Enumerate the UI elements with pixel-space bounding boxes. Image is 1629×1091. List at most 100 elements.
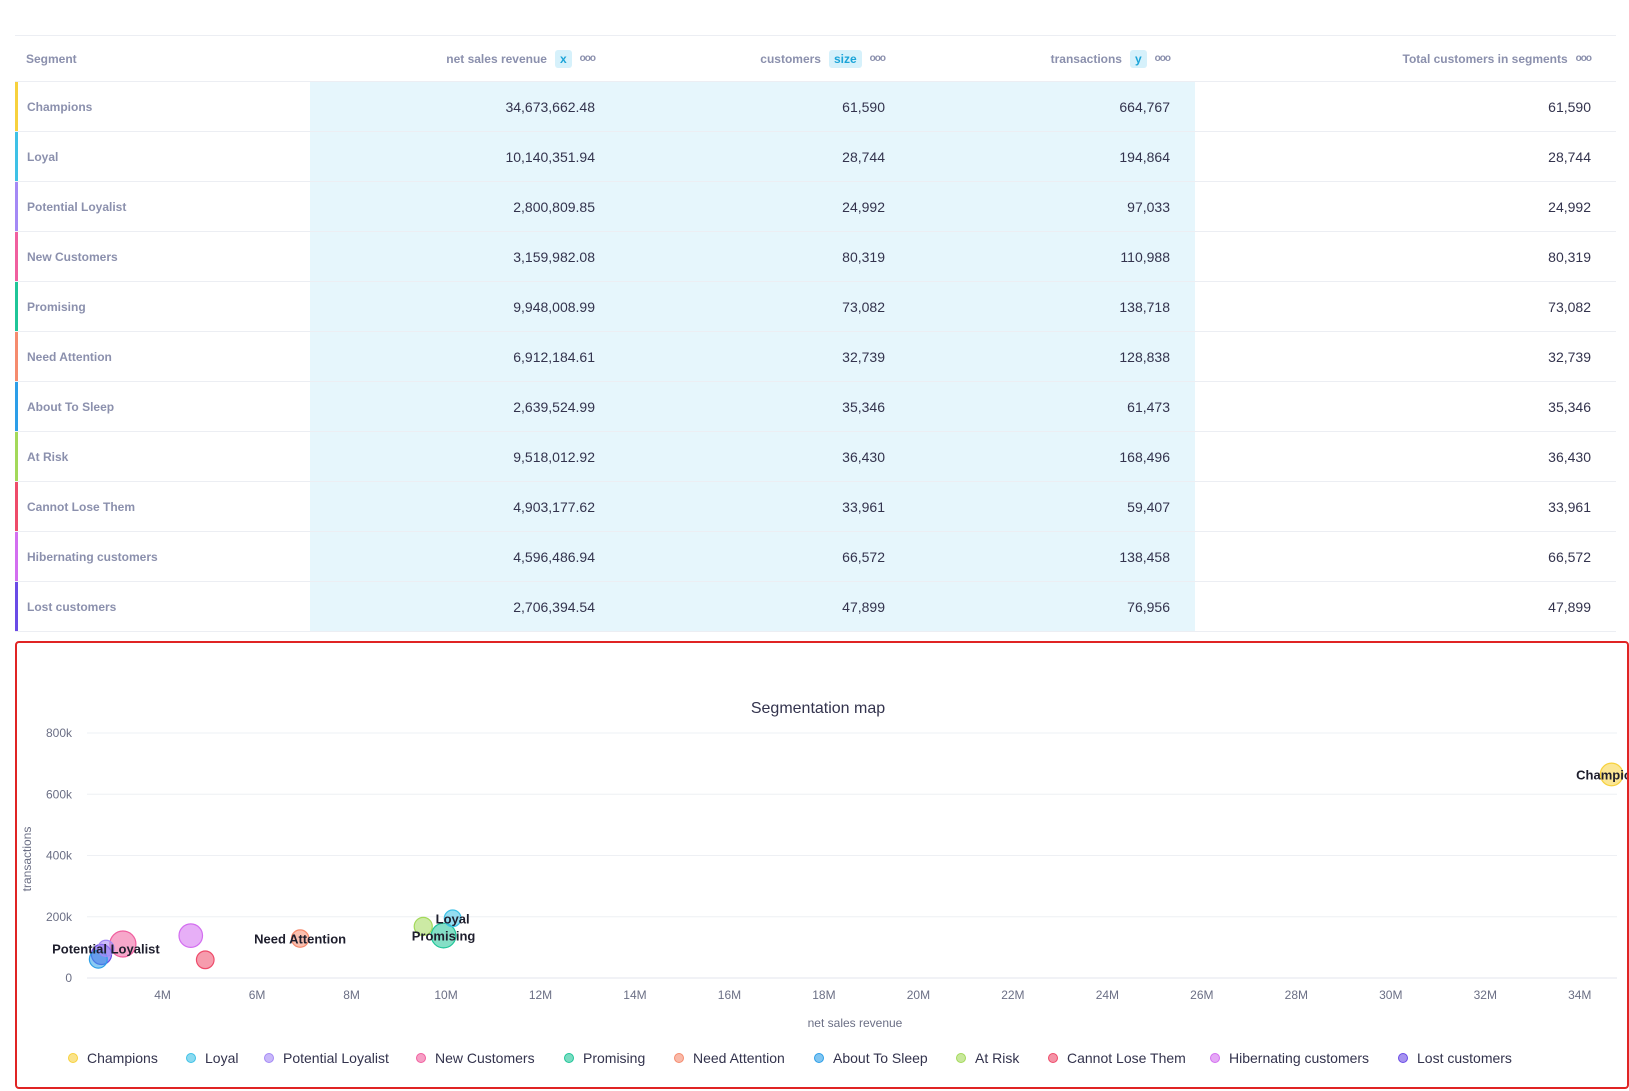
scatter-point[interactable] (195, 950, 215, 970)
header-segment[interactable]: Segment (15, 36, 310, 81)
legend-label: Loyal (205, 1050, 238, 1066)
table-row[interactable]: Loyal 10,140,351.94 28,744 194,864 28,74… (15, 132, 1616, 182)
revenue-cell: 4,596,486.94 (310, 532, 620, 581)
legend-swatch-icon (1398, 1053, 1408, 1063)
segment-name-cell: Lost customers (27, 599, 117, 614)
table-body: Champions 34,673,662.48 61,590 664,767 6… (15, 82, 1616, 632)
segmentation-map-chart: Segmentation map 0 200k 400k 600k 800k 4M 6M 8… (20, 700, 1627, 1066)
legend-item[interactable]: Loyal (186, 1050, 239, 1066)
table-row[interactable]: Hibernating customers 4,596,486.94 66,57… (15, 532, 1616, 582)
segment-color-bar (15, 232, 18, 281)
scatter-point[interactable] (430, 922, 457, 949)
customers-cell: 35,346 (620, 382, 910, 431)
header-net-sales-revenue[interactable]: net sales revenue x ooo (310, 36, 620, 81)
column-menu-icon[interactable]: ooo (579, 53, 596, 64)
legend-item[interactable]: Need Attention (674, 1050, 785, 1066)
total-customers-cell: 61,590 (1548, 98, 1591, 115)
segment-name-cell: At Risk (27, 449, 69, 464)
table-row[interactable]: Promising 9,948,008.99 73,082 138,718 73… (15, 282, 1616, 332)
header-transactions[interactable]: transactions y ooo (910, 36, 1195, 81)
total-customers-cell: 28,744 (1548, 148, 1591, 165)
point-label: Promising (412, 929, 476, 944)
header-total-customers[interactable]: Total customers in segments ooo (1195, 36, 1616, 81)
revenue-cell: 10,140,351.94 (310, 132, 620, 181)
legend-item[interactable]: Promising (564, 1050, 646, 1066)
legend-label: Lost customers (1417, 1050, 1512, 1066)
legend-item[interactable]: At Risk (956, 1050, 1021, 1066)
customers-cell: 32,739 (620, 332, 910, 381)
table-row[interactable]: About To Sleep 2,639,524.99 35,346 61,47… (15, 382, 1616, 432)
revenue-cell: 2,706,394.54 (310, 582, 620, 631)
legend-item[interactable]: Hibernating customers (1210, 1050, 1370, 1066)
legend-item[interactable]: About To Sleep (814, 1050, 928, 1066)
customers-cell: 66,572 (620, 532, 910, 581)
column-menu-icon[interactable]: ooo (869, 53, 886, 64)
point-label: Need Attention (254, 932, 346, 947)
scatter-point[interactable] (97, 939, 115, 957)
table-row[interactable]: Potential Loyalist 2,800,809.85 24,992 9… (15, 182, 1616, 232)
table-row[interactable]: Lost customers 2,706,394.54 47,899 76,95… (15, 582, 1616, 632)
table-row[interactable]: Champions 34,673,662.48 61,590 664,767 6… (15, 82, 1616, 132)
point-label: Potential Loyalist (52, 941, 160, 956)
revenue-cell: 9,948,008.99 (310, 282, 620, 331)
header-segment-label: Segment (26, 51, 77, 66)
table-header-row: Segment net sales revenue x ooo customer… (15, 36, 1616, 82)
legend-item[interactable]: Cannot Lose Them (1048, 1050, 1186, 1066)
y-tick-label: 200k (46, 910, 73, 924)
customers-cell: 47,899 (620, 582, 910, 631)
header-customers-label: customers (760, 51, 821, 66)
legend-item[interactable]: Champions (68, 1050, 158, 1066)
segment-name-cell: Promising (27, 299, 86, 314)
transactions-cell: 138,458 (910, 532, 1195, 581)
scatter-point[interactable] (178, 923, 204, 948)
table-row[interactable]: New Customers 3,159,982.08 80,319 110,98… (15, 232, 1616, 282)
legend-label: New Customers (435, 1050, 535, 1066)
table-row[interactable]: Need Attention 6,912,184.61 32,739 128,8… (15, 332, 1616, 382)
legend-swatch-icon (186, 1053, 196, 1063)
legend-item[interactable]: Potential Loyalist (264, 1050, 389, 1066)
table-row[interactable]: Cannot Lose Them 4,903,177.62 33,961 59,… (15, 482, 1616, 532)
legend-label: Hibernating customers (1229, 1050, 1369, 1066)
customers-cell: 80,319 (620, 232, 910, 281)
scatter-point[interactable] (1599, 762, 1624, 787)
y-tick-label: 400k (46, 849, 73, 863)
segment-color-bar (15, 132, 18, 181)
x-role-badge[interactable]: x (554, 49, 572, 68)
legend-label: Champions (87, 1050, 158, 1066)
column-menu-icon[interactable]: ooo (1154, 53, 1171, 64)
x-tick-label: 22M (1001, 988, 1024, 1002)
legend-item[interactable]: Lost customers (1398, 1050, 1512, 1066)
scatter-point[interactable] (290, 929, 310, 948)
legend-swatch-icon (1048, 1053, 1058, 1063)
y-role-badge[interactable]: y (1129, 49, 1147, 68)
legend-item[interactable]: New Customers (416, 1050, 535, 1066)
x-tick-label: 28M (1285, 988, 1308, 1002)
size-role-badge[interactable]: size (828, 49, 862, 68)
segmentation-map-panel: Segmentation map 0 200k 400k 600k 800k 4M 6M 8… (15, 641, 1629, 1089)
legend-swatch-icon (264, 1053, 274, 1063)
customers-cell: 36,430 (620, 432, 910, 481)
x-tick-label: 6M (249, 988, 266, 1002)
segment-color-bar (15, 432, 18, 481)
legend-swatch-icon (68, 1053, 78, 1063)
x-tick-label: 26M (1190, 988, 1213, 1002)
transactions-cell: 664,767 (910, 82, 1195, 131)
table-row[interactable]: At Risk 9,518,012.92 36,430 168,496 36,4… (15, 432, 1616, 482)
point-label: Loyal (436, 911, 470, 926)
y-tick-label: 800k (46, 726, 73, 740)
total-customers-cell: 32,739 (1548, 348, 1591, 365)
scatter-point[interactable] (443, 909, 462, 928)
column-menu-icon[interactable]: ooo (1575, 53, 1592, 64)
customers-cell: 73,082 (620, 282, 910, 331)
header-transactions-label: transactions (1050, 51, 1122, 66)
total-customers-cell: 35,346 (1548, 398, 1591, 415)
x-tick-label: 18M (812, 988, 835, 1002)
scatter-point[interactable] (413, 916, 433, 937)
x-axis-label: net sales revenue (808, 1016, 903, 1030)
header-customers[interactable]: customers size ooo (620, 36, 910, 81)
segment-color-bar (15, 482, 18, 531)
segment-name-cell: Potential Loyalist (27, 199, 127, 214)
legend-label: Need Attention (693, 1050, 785, 1066)
chart-grid (87, 732, 1617, 979)
revenue-cell: 3,159,982.08 (310, 232, 620, 281)
